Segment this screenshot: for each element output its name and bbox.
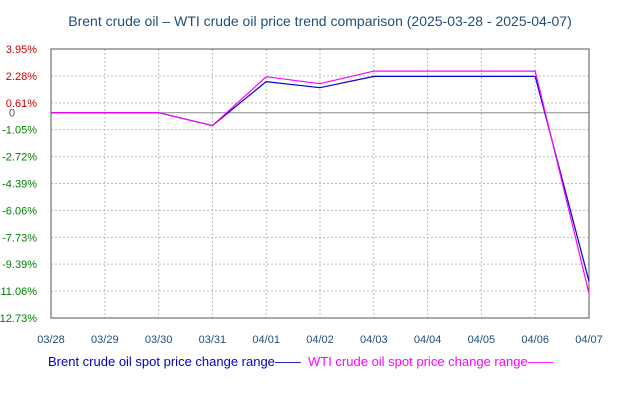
x-tick-label: 04/07 [575, 334, 603, 346]
x-tick-label: 04/06 [521, 334, 549, 346]
x-tick-label: 03/30 [145, 334, 173, 346]
legend-item-wti: WTI crude oil spot price change range—— [308, 354, 554, 369]
y-tick-label: -11.06% [0, 286, 37, 298]
x-tick-label: 03/29 [91, 334, 119, 346]
x-tick-label: 03/31 [199, 334, 227, 346]
x-tick-label: 04/01 [252, 334, 280, 346]
plot-frame [50, 48, 590, 319]
y-tick-label: -6.06% [2, 205, 37, 217]
x-tick-label: 04/05 [468, 334, 496, 346]
y-tick-label: -2.72% [2, 152, 37, 164]
x-tick-label: 03/28 [37, 334, 65, 346]
y-tick-label: -12.73% [0, 313, 37, 325]
y-tick-label: 0.61% [6, 98, 37, 110]
x-tick-label: 04/02 [306, 334, 334, 346]
legend-label-wti: WTI crude oil spot price change range [308, 354, 528, 369]
y-tick-label: 3.95% [6, 44, 37, 56]
series-line-wti [51, 70, 590, 294]
legend-item-brent: Brent crude oil spot price change range—… [48, 354, 301, 369]
series-lines [51, 70, 590, 294]
legend: Brent crude oil spot price change range—… [48, 354, 554, 369]
y-axis-ticks: 3.95% 2.28% 0.61% -1.05% -2.72% -4.39% -6.06% -… [0, 44, 37, 325]
x-axis-ticks: 03/28 03/29 03/30 03/31 04/01 04/02 04/03 04/04… [37, 334, 603, 346]
x-tick-label: 04/04 [414, 334, 442, 346]
y-tick-label: -4.39% [2, 179, 37, 191]
y-tick-label: -1.05% [2, 125, 37, 137]
chart-title: Brent crude oil – WTI crude oil price tr… [68, 13, 571, 29]
y-zero-label: 0 [9, 108, 15, 120]
legend-label-brent: Brent crude oil spot price change range [48, 354, 275, 369]
y-tick-label: -9.39% [2, 259, 37, 271]
grid [50, 48, 590, 319]
y-tick-label: -7.73% [2, 232, 37, 244]
y-tick-label: 2.28% [6, 71, 37, 83]
x-tick-label: 04/03 [360, 334, 388, 346]
legend-swatch-wti: —— [528, 354, 554, 369]
legend-swatch-brent: —— [275, 354, 301, 369]
